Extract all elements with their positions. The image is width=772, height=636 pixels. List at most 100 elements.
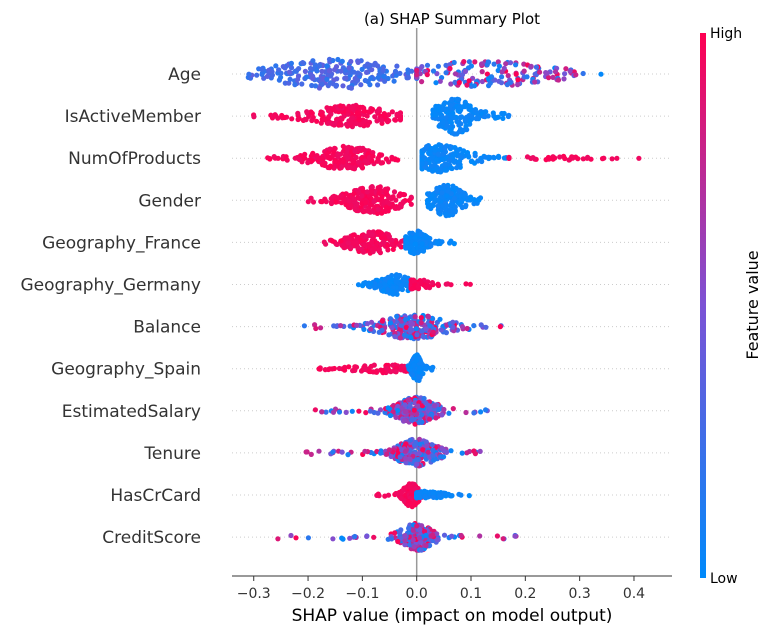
- shap-point: [406, 542, 413, 548]
- shap-point: [441, 406, 447, 413]
- shap-point: [552, 69, 559, 75]
- shap-point: [456, 105, 462, 111]
- shap-point: [319, 81, 325, 87]
- shap-point: [369, 232, 375, 238]
- shap-point: [362, 158, 368, 164]
- shap-point: [447, 240, 453, 246]
- shap-point: [366, 368, 372, 375]
- colorbar-low-label: Low: [710, 571, 738, 587]
- shap-point: [340, 159, 346, 165]
- shap-point: [347, 164, 353, 170]
- feature-points: [301, 312, 504, 342]
- shap-point: [427, 542, 433, 549]
- shap-point: [436, 406, 442, 412]
- shap-point: [410, 537, 416, 543]
- shap-point: [433, 157, 439, 163]
- shap-point: [436, 210, 442, 216]
- feature-labels: Age IsActiveMember NumOfProducts Gender Geog…: [21, 65, 202, 548]
- shap-point: [348, 58, 354, 65]
- shap-point: [501, 155, 507, 161]
- shap-point: [296, 156, 303, 163]
- shap-point: [351, 196, 357, 202]
- shap-point: [454, 96, 460, 102]
- colorbar-title: Feature value: [743, 250, 762, 359]
- shap-point: [364, 113, 370, 119]
- shap-point: [435, 63, 441, 69]
- shap-point: [287, 76, 293, 82]
- shap-point: [346, 65, 352, 71]
- shap-point: [636, 155, 642, 161]
- shap-point: [402, 409, 408, 415]
- shap-point: [505, 73, 511, 79]
- shap-point: [447, 157, 453, 163]
- shap-point: [313, 325, 319, 332]
- shap-point: [471, 83, 477, 89]
- feature-label: Geography_Spain: [51, 360, 201, 380]
- shap-point: [398, 204, 404, 210]
- shap-point: [328, 73, 334, 79]
- shap-point: [339, 449, 345, 455]
- shap-point: [462, 68, 469, 74]
- shap-point: [599, 156, 606, 162]
- shap-point: [398, 495, 404, 501]
- shap-point: [372, 114, 378, 120]
- shap-point: [383, 208, 389, 214]
- shap-point: [271, 154, 277, 160]
- shap-point: [395, 403, 401, 409]
- shap-point: [515, 77, 521, 83]
- shap-point: [487, 80, 493, 86]
- shap-point: [380, 370, 386, 376]
- shap-point: [466, 493, 472, 499]
- shap-point: [466, 78, 472, 84]
- shap-point: [500, 115, 506, 121]
- shap-point: [379, 194, 385, 200]
- shap-point: [349, 408, 355, 414]
- shap-point: [389, 325, 395, 331]
- shap-point: [302, 151, 308, 157]
- shap-point: [418, 320, 424, 326]
- shap-point: [386, 447, 392, 453]
- shap-point: [308, 71, 314, 77]
- shap-point: [330, 449, 336, 455]
- shap-point: [403, 456, 409, 462]
- shap-point: [454, 118, 460, 125]
- shap-point: [307, 65, 314, 72]
- shap-point: [409, 68, 415, 74]
- shap-point: [471, 197, 477, 203]
- shap-point: [398, 322, 404, 328]
- shap-point: [394, 63, 400, 69]
- shap-point: [464, 82, 470, 88]
- shap-point: [458, 121, 464, 127]
- shap-point: [467, 103, 473, 109]
- shap-point: [447, 118, 453, 124]
- shap-point: [314, 68, 320, 74]
- shap-point: [327, 146, 333, 152]
- shap-point: [391, 189, 398, 195]
- chart-title: (a) SHAP Summary Plot: [364, 10, 540, 28]
- shap-point: [385, 274, 391, 280]
- shap-point: [461, 59, 467, 65]
- x-axis-ticks: −0.3 −0.2 −0.1 0.0 0.1 0.2 0.3 0.4: [237, 576, 645, 602]
- shap-point: [448, 165, 454, 171]
- shap-point: [433, 112, 439, 118]
- x-tick-label: −0.1: [345, 586, 379, 602]
- shap-point: [392, 68, 399, 74]
- shap-point: [555, 77, 562, 83]
- shap-point: [359, 66, 365, 72]
- shap-point: [448, 282, 454, 288]
- shap-point: [389, 237, 395, 243]
- shap-point: [463, 281, 469, 287]
- shap-point: [316, 85, 322, 91]
- shap-point: [326, 68, 332, 74]
- shap-point: [364, 189, 370, 195]
- feature-points: [275, 520, 519, 553]
- shap-point: [346, 364, 352, 370]
- shap-point: [363, 233, 369, 239]
- shap-point: [389, 536, 395, 542]
- shap-point: [354, 234, 360, 241]
- shap-point: [372, 283, 378, 289]
- shap-point: [448, 127, 454, 133]
- shap-point: [421, 155, 428, 161]
- shap-point: [402, 485, 408, 491]
- shap-point: [403, 460, 409, 466]
